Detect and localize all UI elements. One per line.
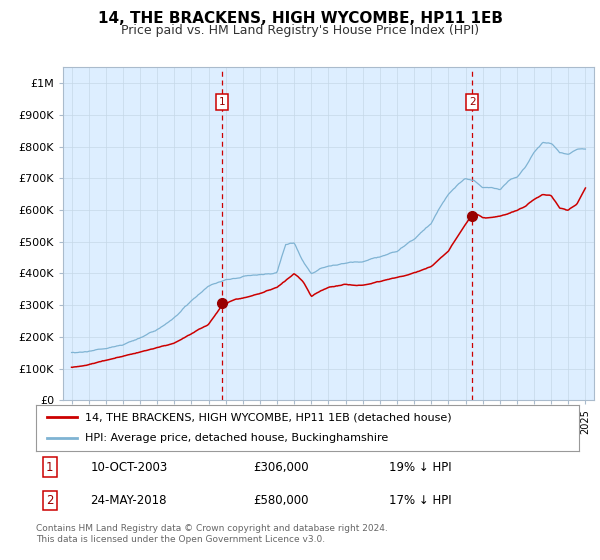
Text: 14, THE BRACKENS, HIGH WYCOMBE, HP11 1EB (detached house): 14, THE BRACKENS, HIGH WYCOMBE, HP11 1EB… — [85, 412, 451, 422]
Text: HPI: Average price, detached house, Buckinghamshire: HPI: Average price, detached house, Buck… — [85, 433, 388, 444]
Text: £306,000: £306,000 — [253, 461, 309, 474]
Text: Price paid vs. HM Land Registry's House Price Index (HPI): Price paid vs. HM Land Registry's House … — [121, 24, 479, 36]
Text: 14, THE BRACKENS, HIGH WYCOMBE, HP11 1EB: 14, THE BRACKENS, HIGH WYCOMBE, HP11 1EB — [97, 11, 503, 26]
Text: 1: 1 — [218, 97, 225, 107]
Text: 24-MAY-2018: 24-MAY-2018 — [91, 494, 167, 507]
Text: £580,000: £580,000 — [253, 494, 309, 507]
Text: Contains HM Land Registry data © Crown copyright and database right 2024.
This d: Contains HM Land Registry data © Crown c… — [36, 524, 388, 544]
Text: 2: 2 — [46, 494, 53, 507]
Text: 1: 1 — [46, 461, 53, 474]
Text: 10-OCT-2003: 10-OCT-2003 — [91, 461, 167, 474]
Text: 17% ↓ HPI: 17% ↓ HPI — [389, 494, 452, 507]
Text: 19% ↓ HPI: 19% ↓ HPI — [389, 461, 452, 474]
Text: 2: 2 — [469, 97, 476, 107]
